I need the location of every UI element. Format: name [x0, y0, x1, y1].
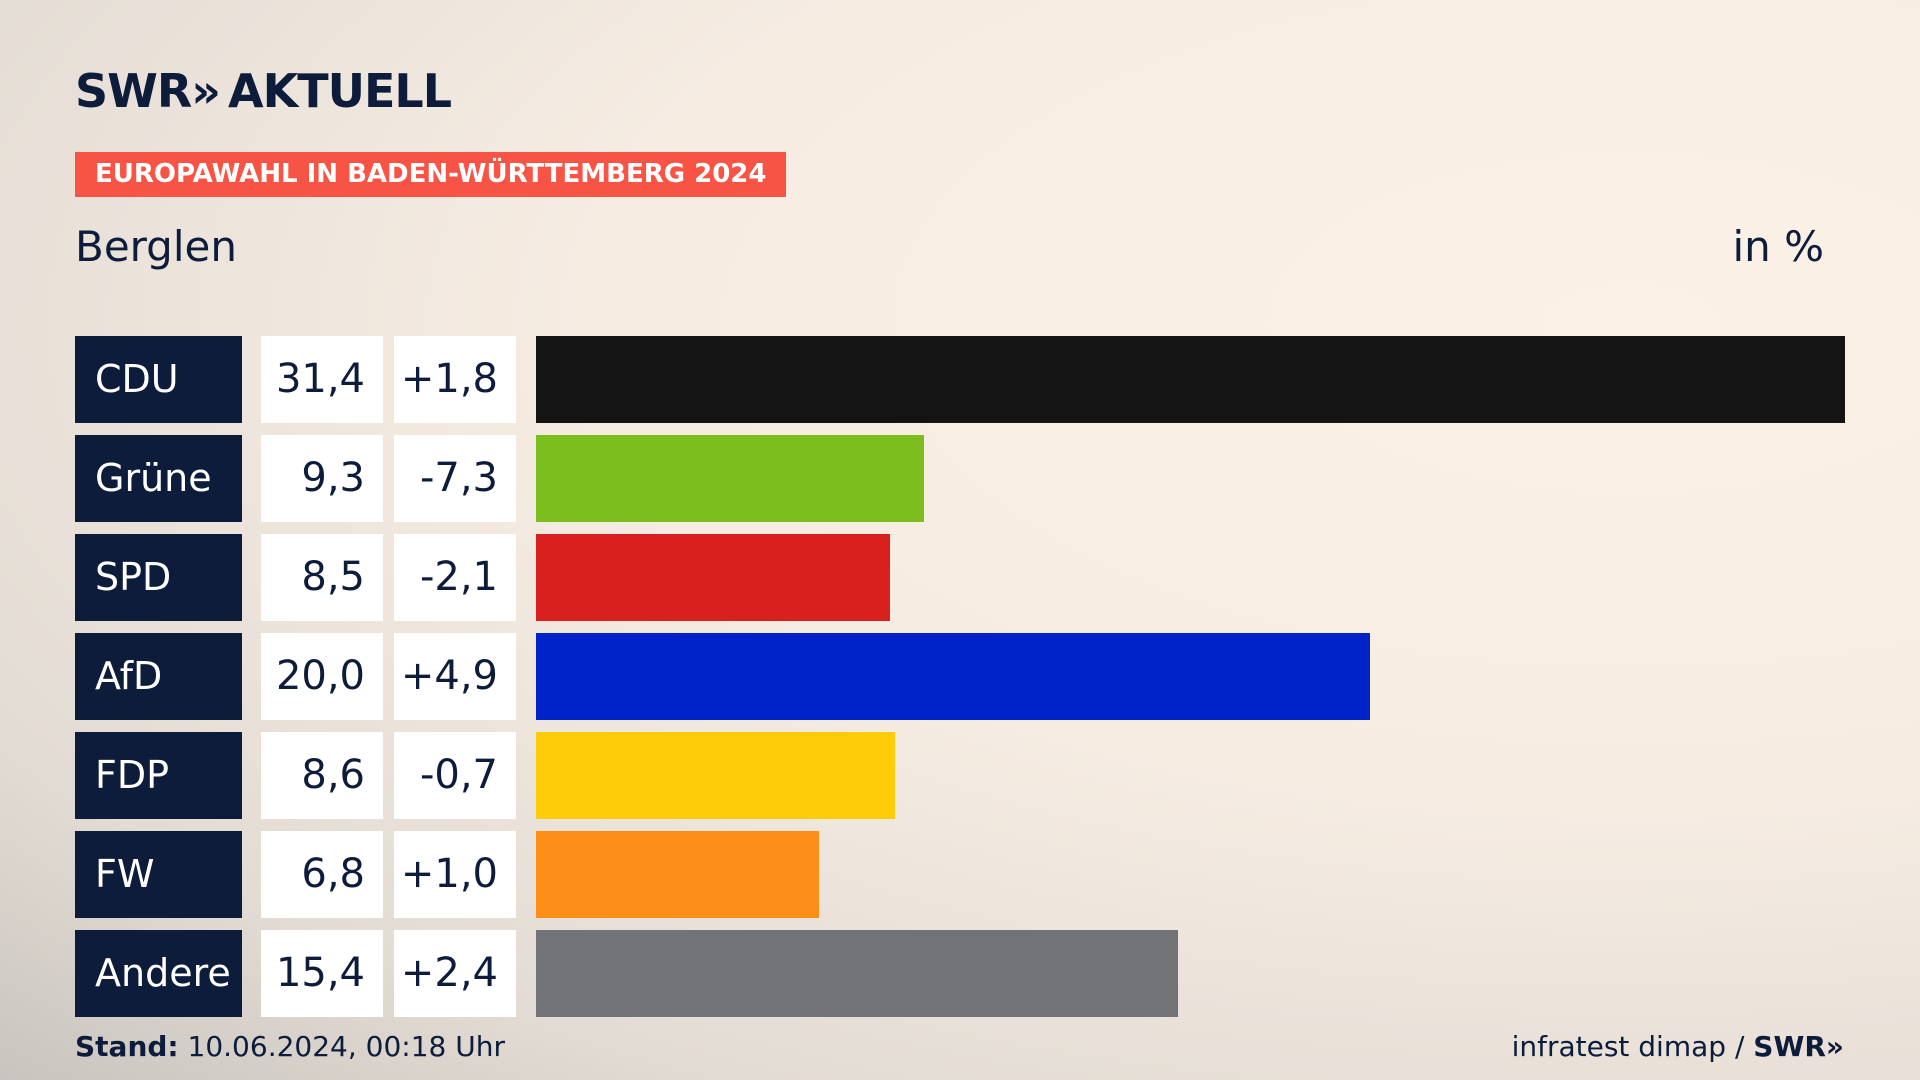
party-label: FW — [75, 831, 242, 918]
chart-row: CDU 31,4 +1,8 — [75, 336, 1845, 423]
vote-share-label: 8,5 — [261, 534, 383, 621]
vote-share-label: 8,6 — [261, 732, 383, 819]
source-separator: / — [1734, 1030, 1745, 1063]
change-label: +2,4 — [394, 930, 516, 1017]
chart-row: Grüne 9,3 -7,3 — [75, 435, 1845, 522]
stand-info: Stand: 10.06.2024, 00:18 Uhr — [75, 1030, 505, 1063]
chevrons-icon: » — [191, 64, 221, 118]
stand-value: 10.06.2024, 00:18 Uhr — [187, 1030, 505, 1063]
vote-share-label: 6,8 — [261, 831, 383, 918]
vote-share-label: 15,4 — [261, 930, 383, 1017]
bar — [536, 336, 1845, 423]
unit-label: in % — [1732, 222, 1824, 271]
chart-row: Andere 15,4 +2,4 — [75, 930, 1845, 1017]
change-label: -0,7 — [394, 732, 516, 819]
bar — [536, 930, 1178, 1017]
source-name: infratest dimap — [1511, 1030, 1727, 1063]
election-tag: EUROPAWAHL IN BADEN-WÜRTTEMBERG 2024 — [75, 152, 787, 197]
change-label: -2,1 — [394, 534, 516, 621]
vote-share-label: 20,0 — [261, 633, 383, 720]
party-label: Andere — [75, 930, 242, 1017]
change-label: +1,0 — [394, 831, 516, 918]
change-label: +1,8 — [394, 336, 516, 423]
swr-mini-logo: SWR» — [1753, 1030, 1844, 1063]
bar — [536, 732, 895, 819]
vote-share-label: 31,4 — [261, 336, 383, 423]
place-title: Berglen — [75, 222, 237, 271]
bar — [536, 633, 1370, 720]
change-label: +4,9 — [394, 633, 516, 720]
party-label: FDP — [75, 732, 242, 819]
chart-row: SPD 8,5 -2,1 — [75, 534, 1845, 621]
chart-row: AfD 20,0 +4,9 — [75, 633, 1845, 720]
change-label: -7,3 — [394, 435, 516, 522]
party-label: Grüne — [75, 435, 242, 522]
party-label: CDU — [75, 336, 242, 423]
source-info: infratest dimap / SWR» — [1512, 1030, 1844, 1063]
vote-share-label: 9,3 — [261, 435, 383, 522]
bar — [536, 831, 819, 918]
chart-row: FDP 8,6 -0,7 — [75, 732, 1845, 819]
party-label: AfD — [75, 633, 242, 720]
bar — [536, 534, 890, 621]
brand-section: AKTUELL — [228, 64, 452, 118]
chart-row: FW 6,8 +1,0 — [75, 831, 1845, 918]
stand-label: Stand: — [75, 1030, 179, 1063]
party-label: SPD — [75, 534, 242, 621]
swr-aktuell-logo: SWR» AKTUELL — [75, 64, 452, 118]
bar — [536, 435, 924, 522]
brand-name: SWR — [75, 64, 192, 118]
